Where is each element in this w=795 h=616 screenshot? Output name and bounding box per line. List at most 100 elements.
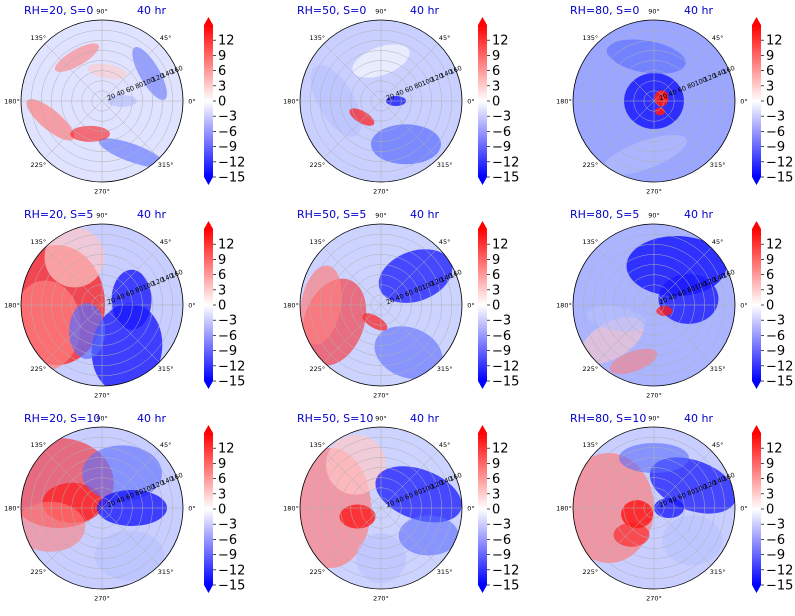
colorbar-tick-label: −6 — [492, 533, 511, 548]
radial-tick-label: 60 — [404, 84, 415, 95]
angular-gridline — [380, 43, 439, 102]
radial-tick-label: 20 — [385, 92, 396, 103]
colorbar-tick-label: 9 — [218, 253, 226, 268]
angle-tick-label: 225° — [583, 568, 599, 576]
angular-gridline — [323, 100, 382, 159]
angle-tick-label: 0° — [188, 505, 195, 513]
colorbar-tick-label: −9 — [492, 548, 511, 563]
angle-tick-label: 90° — [96, 8, 108, 16]
polar-panel: 204060801001201401600°45°90°135°180°225°… — [283, 208, 519, 400]
panel-title: RH=50, S=10 — [297, 412, 373, 425]
radial-tick-label: 20 — [106, 92, 117, 103]
angular-gridline — [44, 100, 103, 159]
angle-tick-label: 225° — [31, 568, 47, 576]
angle-tick-label: 225° — [31, 365, 47, 373]
angular-gridline — [44, 247, 103, 306]
colorbar-max-extend — [752, 17, 761, 25]
radial-tick-label: 80 — [686, 284, 697, 295]
angle-tick-label: 135° — [583, 441, 599, 449]
polar-panel: 204060801001201401600°45°90°135°180°225°… — [556, 208, 793, 400]
panel-time-label: 40 hr — [684, 4, 713, 17]
angle-tick-label: 90° — [375, 212, 387, 220]
field-patch — [371, 124, 441, 165]
angle-tick-label: 180° — [556, 302, 572, 310]
colorbar-gradient — [204, 229, 213, 381]
colorbar-tick-label: 9 — [492, 253, 500, 268]
angle-tick-label: 90° — [96, 415, 108, 423]
colorbar-gradient — [478, 433, 487, 585]
angular-gridline — [44, 507, 103, 566]
angle-tick-label: 270° — [94, 595, 110, 603]
polar-panel: 204060801001201401600°45°90°135°180°225°… — [4, 4, 245, 196]
radial-tick-label: 20 — [658, 92, 669, 103]
angular-gridline — [596, 304, 655, 363]
angle-tick-label: 45° — [439, 34, 451, 42]
colorbar-tick-label: −9 — [218, 548, 237, 563]
angular-gridline — [380, 450, 439, 509]
colorbar-tick-label: −3 — [492, 314, 511, 329]
colorbar-tick-label: 0 — [492, 299, 500, 314]
field-patch — [70, 125, 111, 142]
colorbar-gradient — [752, 229, 761, 381]
angular-gridline — [101, 247, 160, 306]
field-patch — [21, 501, 86, 552]
colorbar-max-extend — [204, 17, 213, 25]
angle-tick-label: 0° — [740, 98, 747, 106]
angle-tick-label: 225° — [583, 161, 599, 169]
angular-gridline — [653, 247, 712, 306]
colorbar-tick-label: 6 — [492, 472, 500, 487]
colorbar-tick-label: −6 — [766, 329, 785, 344]
colorbar-tick-label: 3 — [218, 79, 226, 94]
colorbar-tick-label: −15 — [766, 375, 793, 390]
angular-gridline — [101, 507, 160, 566]
colorbar-tick-label: −6 — [766, 125, 785, 140]
colorbar-tick-label: 12 — [492, 238, 509, 253]
colorbar-tick-label: −6 — [218, 329, 237, 344]
colorbar-tick-label: −15 — [218, 375, 245, 390]
field-patch — [374, 326, 443, 379]
colorbar-min-extend — [752, 585, 761, 593]
colorbar-tick-label: −15 — [492, 171, 519, 186]
angle-tick-label: 270° — [646, 392, 662, 400]
colorbar-tick-label: 3 — [492, 487, 500, 502]
field-patch — [91, 303, 163, 386]
panel-time-label: 40 hr — [410, 4, 439, 17]
polar-frame — [299, 223, 463, 387]
colorbar-tick-label: 6 — [218, 268, 226, 283]
radial-tick-label: 80 — [134, 80, 145, 91]
polar-frame — [20, 223, 184, 387]
colorbar-tick-label: 0 — [492, 503, 500, 518]
colorbar-tick-label: 3 — [218, 283, 226, 298]
colorbar-tick-label: −12 — [492, 359, 519, 374]
colorbar-tick-label: 9 — [766, 49, 774, 64]
field-patch — [656, 306, 673, 316]
angle-tick-label: 45° — [712, 238, 724, 246]
angular-gridline — [101, 43, 160, 102]
angle-tick-label: 180° — [4, 505, 20, 513]
angular-gridline — [380, 507, 439, 566]
field-patch — [375, 466, 462, 523]
radial-tick-label: 60 — [677, 491, 688, 502]
colorbar-tick-label: 9 — [218, 49, 226, 64]
angle-tick-label: 270° — [94, 188, 110, 196]
colorbar-tick-label: −3 — [492, 518, 511, 533]
colorbar-gradient — [752, 25, 761, 177]
angle-tick-label: 90° — [648, 212, 660, 220]
radial-tick-label: 20 — [658, 499, 669, 510]
radial-tick-label: 80 — [686, 80, 697, 91]
panel-title: RH=80, S=10 — [570, 412, 646, 425]
radial-tick-label: 60 — [125, 84, 136, 95]
angle-tick-label: 270° — [646, 188, 662, 196]
angle-tick-label: 45° — [160, 238, 172, 246]
field-patch — [44, 227, 105, 288]
angle-tick-label: 315° — [158, 568, 174, 576]
angle-tick-label: 45° — [712, 441, 724, 449]
colorbar-tick-label: 6 — [766, 268, 774, 283]
angular-gridline — [380, 304, 439, 363]
radial-tick-label: 60 — [677, 288, 688, 299]
colorbar-tick-label: −12 — [766, 563, 793, 578]
heatmap-field — [300, 224, 462, 386]
angle-tick-label: 0° — [467, 98, 474, 106]
